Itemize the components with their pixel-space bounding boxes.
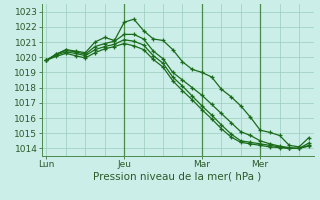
X-axis label: Pression niveau de la mer( hPa ): Pression niveau de la mer( hPa ) [93, 172, 262, 182]
